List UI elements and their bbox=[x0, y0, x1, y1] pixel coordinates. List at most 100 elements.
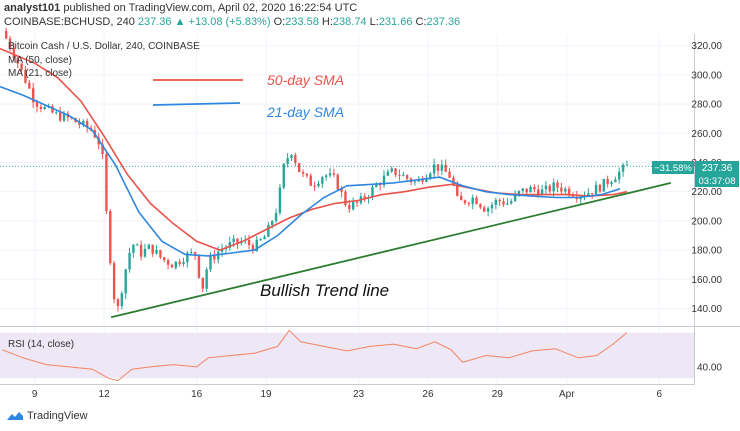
candle-body-73 bbox=[286, 158, 289, 164]
candle-body-48 bbox=[190, 252, 193, 254]
tradingview-brand[interactable]: TradingView bbox=[6, 410, 88, 422]
ohlc-header: COINBASE:BCHUSD, 240 237.36 ▲ +13.08 (+5… bbox=[4, 16, 460, 28]
candle-body-33 bbox=[132, 244, 135, 253]
candle-body-161 bbox=[625, 164, 629, 166]
trend-annotation: Bullish Trend line bbox=[260, 281, 389, 300]
candle-body-130 bbox=[506, 203, 509, 205]
candle-body-58 bbox=[228, 242, 231, 248]
candle-body-96 bbox=[375, 184, 378, 187]
candle-body-1 bbox=[8, 38, 12, 49]
candle-body-139 bbox=[540, 189, 544, 196]
candle-body-84 bbox=[328, 173, 332, 176]
candle-body-63 bbox=[247, 239, 251, 246]
candle-body-108 bbox=[421, 178, 424, 182]
candle-body-116 bbox=[452, 177, 455, 185]
candle-body-122 bbox=[475, 197, 478, 205]
candle-body-59 bbox=[232, 238, 235, 243]
high-label: H: bbox=[321, 16, 333, 28]
rsi-line bbox=[2, 329, 628, 382]
candle-body-26 bbox=[105, 154, 108, 212]
candle-body-31 bbox=[124, 269, 127, 294]
legend-rsi: RSI (14, close) bbox=[8, 339, 74, 350]
candle-body-80 bbox=[313, 185, 316, 187]
candle-body-66 bbox=[259, 239, 262, 241]
candle-body-52 bbox=[205, 269, 208, 289]
candle-body-19 bbox=[78, 122, 81, 125]
price-tick-9: 320.00 bbox=[691, 41, 722, 52]
candle-body-12 bbox=[51, 106, 54, 113]
candle-body-67 bbox=[263, 236, 266, 240]
time-tick-6: 29 bbox=[492, 389, 504, 400]
candle-body-50 bbox=[197, 254, 201, 278]
candle-body-113 bbox=[440, 164, 444, 171]
candle-body-13 bbox=[55, 112, 58, 114]
candle-body-136 bbox=[529, 186, 532, 193]
candle-body-103 bbox=[402, 175, 405, 177]
candle-body-129 bbox=[502, 201, 505, 205]
candle-body-36 bbox=[143, 248, 147, 257]
candle-body-30 bbox=[120, 293, 124, 307]
candle-body-159 bbox=[618, 171, 621, 180]
candle-body-85 bbox=[332, 173, 336, 175]
change-value: ▲ +13.08 (+5.83%) bbox=[174, 16, 271, 28]
trend-line bbox=[110, 182, 672, 319]
candle-body-38 bbox=[151, 244, 154, 254]
candle-body-7 bbox=[31, 88, 35, 103]
rsi-axis-labels: 40.00 bbox=[697, 362, 722, 373]
time-tick-1: 12 bbox=[99, 389, 111, 400]
price-tick-6: 260.00 bbox=[691, 129, 722, 140]
author-name[interactable]: analyst101 bbox=[4, 2, 61, 14]
candle-body-128 bbox=[498, 199, 501, 202]
candle-body-6 bbox=[28, 82, 31, 89]
sma21-key-line bbox=[152, 102, 241, 106]
candle-body-127 bbox=[494, 199, 498, 205]
candle-body-82 bbox=[321, 177, 324, 184]
brand-name: TradingView bbox=[27, 410, 88, 422]
candle-body-155 bbox=[602, 178, 605, 192]
published-text: published on TradingView.com, April 02, … bbox=[63, 2, 358, 14]
candle-body-124 bbox=[483, 207, 486, 212]
candle-body-135 bbox=[525, 188, 528, 193]
candle-body-112 bbox=[436, 164, 440, 171]
candle-body-115 bbox=[448, 171, 451, 178]
candle-body-132 bbox=[513, 194, 517, 202]
candle-body-151 bbox=[587, 193, 590, 196]
rsi-tick-0: 40.00 bbox=[697, 362, 722, 373]
time-tick-8: 6 bbox=[657, 389, 663, 400]
candle-body-39 bbox=[155, 250, 158, 254]
candle-body-72 bbox=[282, 163, 285, 188]
candle-body-121 bbox=[471, 197, 474, 204]
candle-body-125 bbox=[486, 208, 490, 212]
candle-body-32 bbox=[128, 252, 131, 270]
low-value: 231.66 bbox=[378, 16, 413, 28]
candle-body-133 bbox=[517, 190, 521, 195]
candle-body-75 bbox=[294, 155, 297, 164]
candle-body-55 bbox=[217, 251, 220, 260]
price-tick-2: 180.00 bbox=[691, 246, 722, 257]
candle-body-144 bbox=[560, 187, 563, 192]
candle-body-8 bbox=[35, 102, 39, 107]
candle-body-10 bbox=[43, 106, 46, 110]
candle-body-109 bbox=[425, 177, 428, 182]
countdown-tag: 03:37:08 bbox=[699, 176, 736, 187]
candle-body-91 bbox=[355, 201, 359, 203]
close-value: 237.36 bbox=[426, 16, 461, 28]
candle-body-98 bbox=[382, 175, 386, 186]
candle-body-25 bbox=[101, 144, 104, 155]
candle-body-54 bbox=[213, 255, 216, 260]
candle-body-142 bbox=[552, 182, 555, 192]
candle-body-83 bbox=[324, 175, 328, 178]
pct-tag: −31.58% bbox=[654, 163, 692, 174]
candle-body-141 bbox=[548, 185, 552, 192]
candle-body-41 bbox=[163, 257, 166, 261]
open-value: 233.58 bbox=[285, 16, 319, 28]
candle-body-89 bbox=[348, 205, 351, 210]
pct-tag-bg bbox=[652, 161, 694, 174]
candle-body-76 bbox=[297, 163, 301, 172]
time-axis-labels[interactable]: 9 12 16 19 23 26 29 Apr 6 bbox=[32, 389, 663, 400]
candle-body-2 bbox=[12, 48, 16, 59]
candle-body-99 bbox=[386, 171, 390, 176]
price-tags: −31.58% 237.36 03:37:08 bbox=[652, 161, 739, 187]
candle-body-9 bbox=[39, 106, 43, 110]
